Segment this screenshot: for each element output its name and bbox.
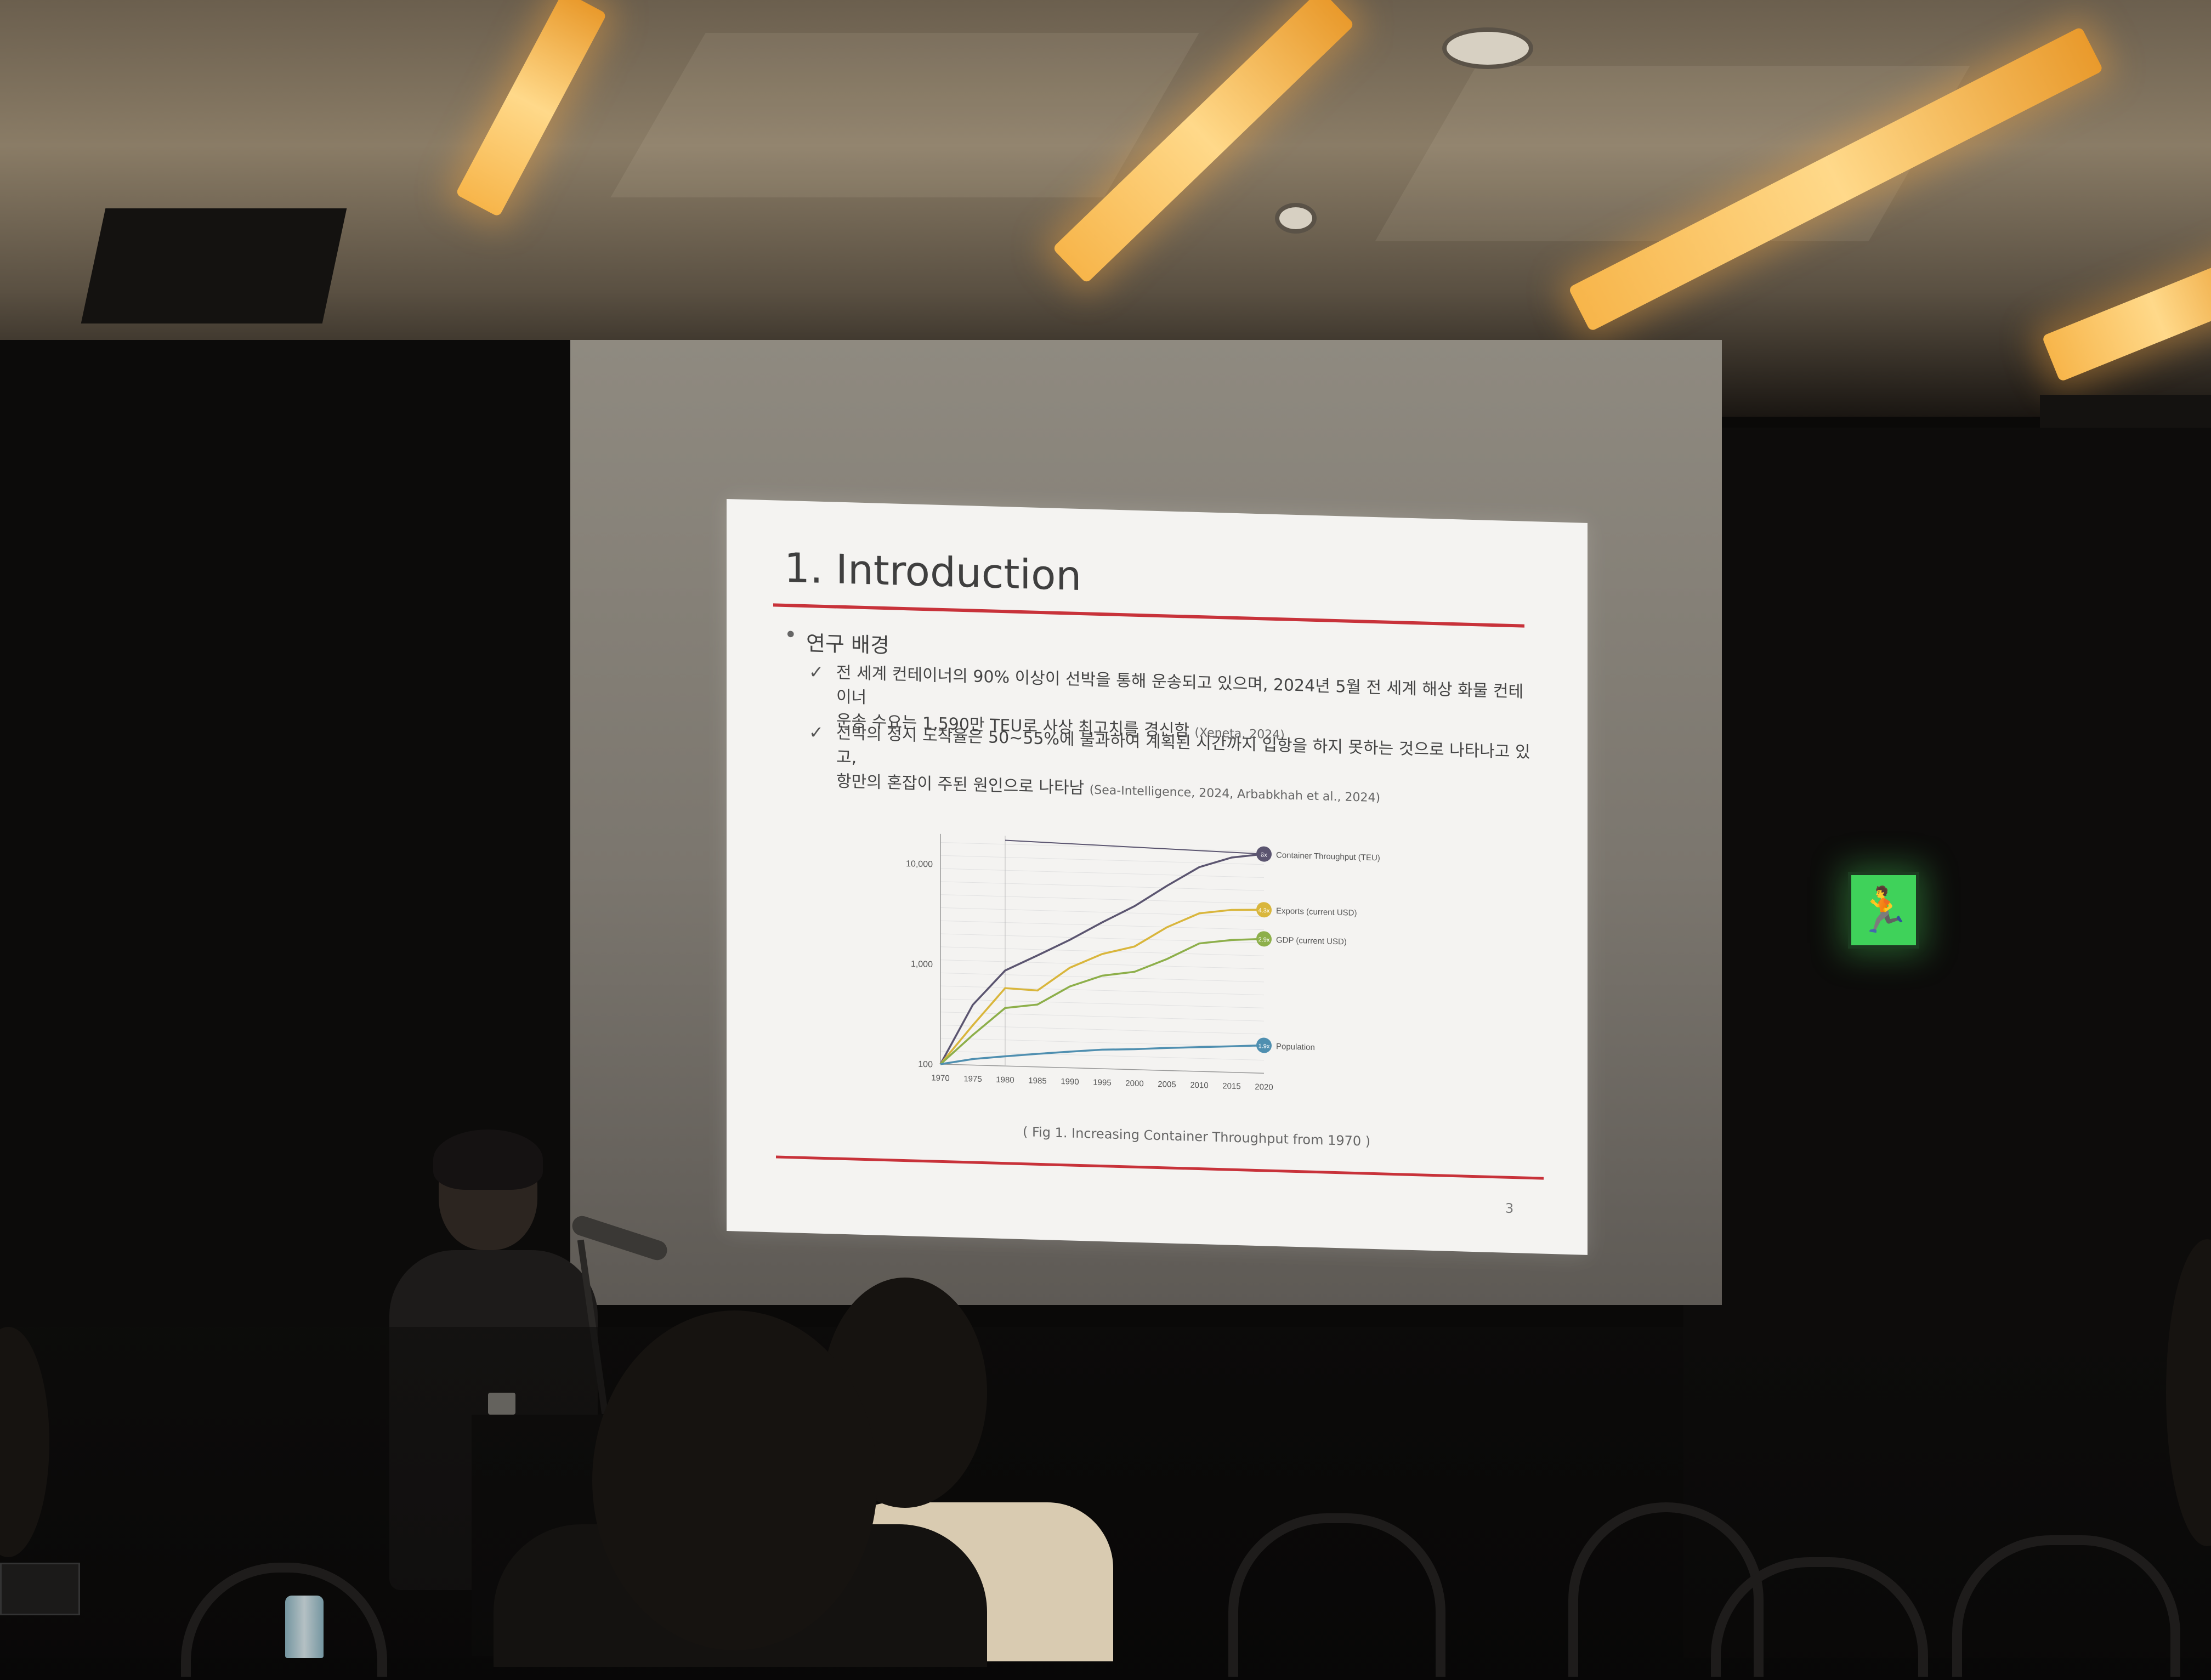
y-tick-label: 1,000 xyxy=(911,960,933,969)
chart: 100 1,000 10,000 1970 1975 1980 1985 1990 1995 20… xyxy=(891,810,1428,1110)
series-marker xyxy=(1256,1037,1272,1053)
audience-head xyxy=(592,1310,877,1650)
water-bottle xyxy=(285,1596,324,1658)
grid-line xyxy=(940,1025,1264,1035)
series-line xyxy=(940,1044,1265,1065)
ceiling-speaker xyxy=(81,208,347,323)
series-name: GDP (current USD) xyxy=(1276,935,1347,947)
x-tick-label: 1995 xyxy=(1093,1078,1111,1088)
exit-sign-icon: 🏃 xyxy=(1848,872,1919,949)
presentation-slide: 1. Introduction • 연구 배경 ✓ 전 세계 컨테이너의 90%… xyxy=(727,499,1588,1255)
grid-line xyxy=(940,868,1264,878)
series-marker xyxy=(1256,846,1272,862)
series-line xyxy=(939,853,1265,1065)
ceiling-fixture xyxy=(1275,203,1317,234)
series-marker-label: 2.9x xyxy=(1258,937,1270,944)
grid-line xyxy=(940,972,1264,983)
grid-line xyxy=(940,907,1264,917)
bullet-dot-icon: • xyxy=(784,622,797,648)
chart-svg: 100 1,000 10,000 1970 1975 1980 1985 1990 1995 20… xyxy=(906,833,1380,1092)
citation: (Sea-Intelligence, 2024, Arbabkhah et al… xyxy=(1089,783,1381,805)
x-tick-label: 1990 xyxy=(1061,1077,1079,1087)
slide-title-rule xyxy=(773,603,1524,628)
grid-line xyxy=(940,920,1264,930)
series-line xyxy=(939,938,1265,1065)
x-tick-label: 2010 xyxy=(1190,1081,1208,1091)
laptop xyxy=(0,1563,80,1615)
grid-line xyxy=(940,985,1264,996)
check-icon: ✓ xyxy=(809,661,824,683)
series-marker-label: 1.9x xyxy=(1258,1043,1270,1050)
check-icon: ✓ xyxy=(809,722,824,743)
reference-line xyxy=(1005,839,1265,855)
grid-line xyxy=(940,842,1264,852)
ceiling-panel xyxy=(610,33,1199,197)
x-tick-label: 2020 xyxy=(1255,1082,1273,1092)
x-axis xyxy=(940,1064,1264,1074)
series-marker xyxy=(1256,902,1272,918)
presenter-hair xyxy=(433,1130,543,1190)
slide-title: 1. Introduction xyxy=(784,544,1082,600)
series-name: Exports (current USD) xyxy=(1276,906,1357,918)
x-tick-label: 1985 xyxy=(1028,1076,1046,1086)
y-tick-label: 10,000 xyxy=(906,859,933,869)
series-marker-label: 8x xyxy=(1261,852,1267,858)
series-marker-label: 4.3x xyxy=(1258,907,1270,915)
section-heading: 연구 배경 xyxy=(806,631,889,658)
series-name: Population xyxy=(1276,1042,1315,1052)
x-tick-label: 2005 xyxy=(1158,1080,1176,1089)
x-tick-label: 1970 xyxy=(931,1073,949,1083)
grid-line xyxy=(940,881,1264,891)
slide-footer-rule xyxy=(776,1155,1544,1180)
series-name: Container Throughput (TEU) xyxy=(1276,850,1380,862)
x-tick-label: 1975 xyxy=(963,1074,982,1084)
ceiling-fixture xyxy=(1442,27,1533,69)
grid-line xyxy=(940,1051,1264,1061)
grid-line xyxy=(940,1012,1264,1021)
series-line xyxy=(939,909,1265,1065)
y-tick-label: 100 xyxy=(918,1060,933,1070)
figure-caption: ( Fig 1. Increasing Container Throughput… xyxy=(1023,1124,1371,1149)
grid-line xyxy=(940,894,1264,904)
x-tick-label: 2015 xyxy=(1222,1081,1240,1091)
series-marker xyxy=(1256,931,1272,947)
grid-line xyxy=(940,1037,1264,1048)
grid-line xyxy=(940,960,1264,969)
page-number: 3 xyxy=(1505,1200,1514,1217)
grid-line xyxy=(940,933,1264,943)
x-tick-label: 1980 xyxy=(996,1075,1014,1085)
x-tick-label: 2000 xyxy=(1125,1079,1143,1088)
grid-line xyxy=(940,946,1264,956)
